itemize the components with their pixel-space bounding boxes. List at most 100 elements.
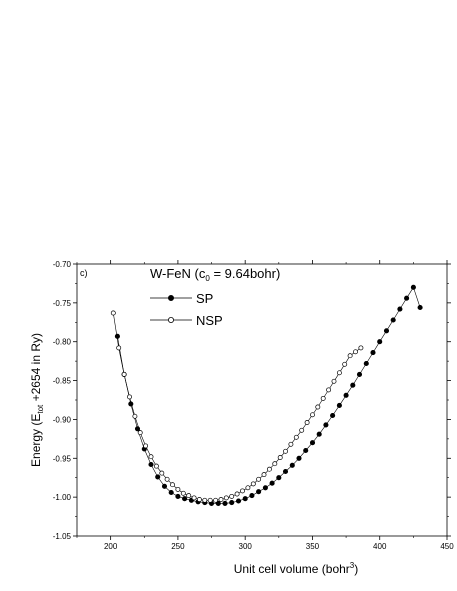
data-point-nsp xyxy=(159,470,165,476)
data-point-nsp xyxy=(175,486,181,492)
data-point-sp xyxy=(397,306,403,312)
data-point-nsp xyxy=(207,497,213,503)
legend-marker xyxy=(167,316,174,323)
data-point-nsp xyxy=(261,472,267,478)
data-point-nsp xyxy=(347,353,353,359)
data-point-sp xyxy=(148,461,154,468)
y-tick-label: -0.85 xyxy=(53,377,72,386)
data-point-nsp xyxy=(331,378,337,384)
data-point-sp xyxy=(242,496,248,502)
data-point-nsp xyxy=(272,461,278,467)
series-line-sp xyxy=(117,286,421,504)
data-point-nsp xyxy=(180,490,186,496)
data-point-sp xyxy=(336,402,342,408)
plot-frame xyxy=(76,263,448,537)
data-point-sp xyxy=(249,493,255,499)
data-point-nsp xyxy=(250,481,256,487)
series-sp xyxy=(114,284,423,506)
data-point-nsp xyxy=(148,454,154,460)
data-point-sp xyxy=(276,475,282,481)
data-point-nsp xyxy=(196,497,202,502)
data-point-sp xyxy=(289,462,295,468)
data-point-nsp xyxy=(304,420,310,425)
data-point-nsp xyxy=(191,495,197,501)
data-point-sp xyxy=(404,295,410,301)
data-point-sp xyxy=(377,339,383,345)
panel-label: c) xyxy=(80,268,88,278)
data-point-sp xyxy=(182,496,188,502)
data-point-sp xyxy=(390,317,396,323)
axes-layer: 200 250 300 350 400 450 -1.05 -1.00 -0.95 -0.90 -0… xyxy=(53,260,454,551)
data-point-nsp xyxy=(223,495,229,501)
x-tick-label: 400 xyxy=(373,542,387,551)
data-point-sp xyxy=(235,498,242,504)
data-point-nsp xyxy=(288,441,294,447)
data-point-nsp xyxy=(358,345,364,351)
data-point-nsp xyxy=(213,497,219,503)
data-point-nsp xyxy=(293,434,299,440)
data-point-sp xyxy=(262,485,268,491)
data-point-nsp xyxy=(137,430,143,436)
data-point-nsp xyxy=(186,493,192,499)
series-line-nsp xyxy=(113,312,362,501)
data-point-nsp xyxy=(132,413,138,419)
data-point-sp xyxy=(161,483,168,489)
series-layer xyxy=(110,284,423,506)
data-point-nsp xyxy=(202,497,208,503)
legend-title-main: W-FeN (c xyxy=(150,266,206,281)
data-point-nsp xyxy=(315,404,321,410)
data-point-sp xyxy=(323,422,329,428)
y-tick-label: -0.90 xyxy=(53,415,72,424)
data-point-nsp xyxy=(143,443,149,449)
data-point-nsp xyxy=(240,488,245,494)
data-point-nsp xyxy=(299,427,305,433)
y-tick-label: -0.70 xyxy=(53,260,72,269)
data-point-nsp xyxy=(164,476,170,482)
data-point-sp xyxy=(269,480,275,486)
data-point-nsp xyxy=(353,349,358,355)
data-point-nsp xyxy=(245,485,251,491)
data-point-sp xyxy=(309,440,316,446)
legend-marker xyxy=(168,295,174,301)
data-point-sp xyxy=(410,284,416,290)
data-point-nsp xyxy=(326,387,332,393)
data-point-nsp xyxy=(234,491,240,497)
data-point-sp xyxy=(316,431,322,437)
data-point-nsp xyxy=(310,412,315,418)
data-point-sp xyxy=(350,382,356,388)
data-point-nsp xyxy=(277,455,283,460)
y-tick-label: -1.00 xyxy=(53,493,72,502)
data-point-sp xyxy=(168,489,174,496)
data-point-nsp xyxy=(336,370,342,376)
data-point-sp xyxy=(356,371,363,377)
x-tick-label: 200 xyxy=(104,542,118,551)
data-point-nsp xyxy=(320,395,326,401)
data-point-sp xyxy=(222,500,228,506)
legend-title: W-FeN (c0 = 9.64bohr) xyxy=(150,266,280,283)
data-point-sp xyxy=(330,412,336,419)
data-point-sp xyxy=(363,360,369,367)
x-tick-label: 250 xyxy=(171,542,185,551)
data-point-sp xyxy=(229,500,235,506)
data-point-sp xyxy=(417,304,423,311)
legend-title-rest: = 9.64bohr) xyxy=(210,266,280,281)
data-point-nsp xyxy=(110,310,116,316)
data-point-sp xyxy=(155,474,161,480)
data-point-nsp xyxy=(121,371,127,377)
legend-item-sp: SP xyxy=(150,291,213,306)
x-tick-label: 350 xyxy=(306,542,320,551)
y-axis-title-main: Energy (E xyxy=(29,414,43,467)
legend-item-nsp: NSP xyxy=(150,313,223,328)
legend-label: NSP xyxy=(196,313,223,328)
data-point-sp xyxy=(343,392,349,398)
y-tick-label: -1.05 xyxy=(53,532,72,541)
y-tick-label: -0.75 xyxy=(53,299,72,308)
data-point-nsp xyxy=(170,482,175,488)
x-axis-title-main: Unit cell volume (bohr xyxy=(234,562,350,576)
data-point-sp xyxy=(175,493,181,499)
title-layer: Unit cell volume (bohr3) Energy (Etot +2… xyxy=(29,333,358,576)
data-point-nsp xyxy=(342,361,348,367)
data-point-nsp xyxy=(266,466,272,472)
